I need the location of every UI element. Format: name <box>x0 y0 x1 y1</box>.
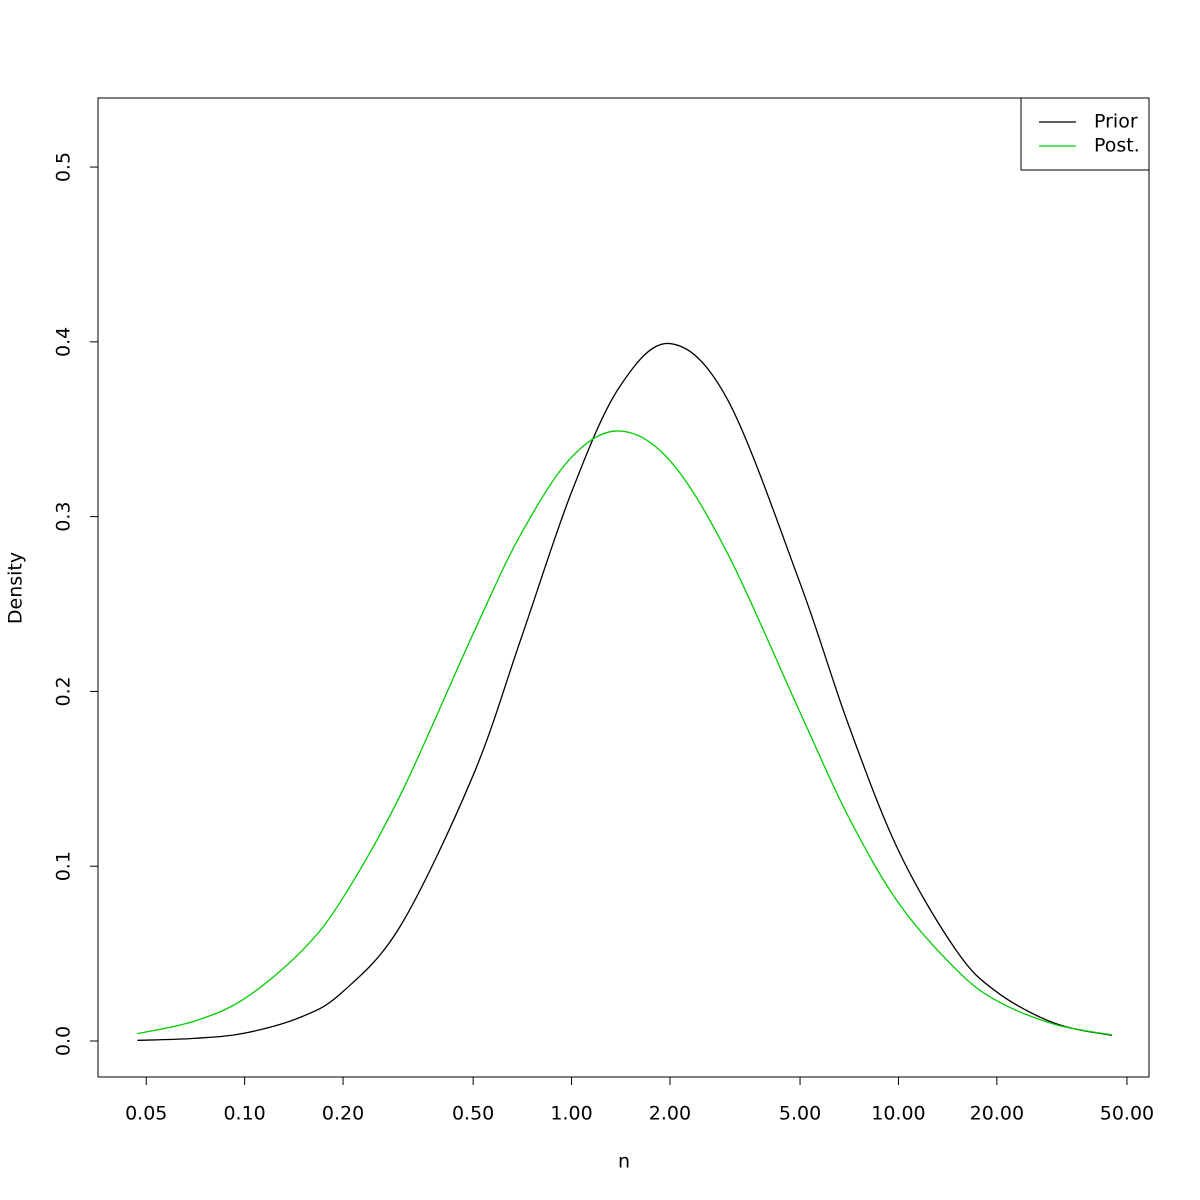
x-tick-label: 10.00 <box>871 1103 925 1125</box>
legend-label: Post. <box>1094 135 1140 157</box>
y-tick-label: 0.4 <box>53 327 75 357</box>
x-tick-label: 0.10 <box>223 1103 265 1125</box>
x-tick-label: 20.00 <box>970 1103 1024 1125</box>
x-tick-label: 0.05 <box>125 1103 167 1125</box>
x-tick-label: 0.50 <box>452 1103 494 1125</box>
x-tick-label: 0.20 <box>322 1103 364 1125</box>
series-line <box>137 342 1113 1042</box>
legend-label: Prior <box>1094 111 1138 133</box>
x-tick-label: 2.00 <box>649 1103 691 1125</box>
x-tick-label: 50.00 <box>1100 1103 1154 1125</box>
legend-box <box>1020 97 1150 171</box>
x-axis-label: n <box>618 1151 630 1173</box>
x-tick-label: 5.00 <box>779 1103 821 1125</box>
y-tick-label: 0.5 <box>53 152 75 182</box>
y-tick-label: 0.3 <box>53 502 75 532</box>
series-line <box>137 430 1113 1036</box>
y-tick-label: 0.1 <box>53 851 75 881</box>
plot-frame <box>97 97 1150 1078</box>
y-tick-label: 0.2 <box>53 676 75 706</box>
x-tick-label: 1.00 <box>550 1103 592 1125</box>
y-axis-label: Density <box>5 552 27 624</box>
y-tick-label: 0.0 <box>53 1026 75 1056</box>
